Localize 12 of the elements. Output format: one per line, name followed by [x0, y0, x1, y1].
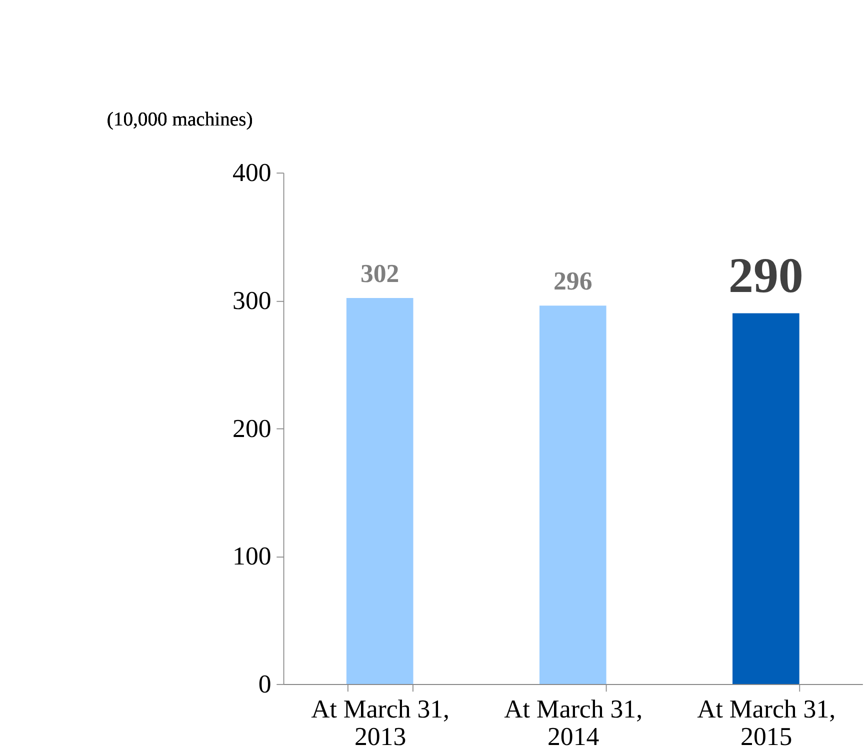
data-label: 290	[728, 248, 804, 303]
x-tick-label: At March 31, 2015	[697, 694, 836, 752]
y-tick-label: 100	[232, 542, 272, 571]
x-tick-label: At March 31, 2014	[504, 694, 643, 752]
y-tick-label: 300	[232, 286, 272, 315]
x-tick-label: At March 31, 2013	[311, 694, 450, 752]
data-label: 296	[554, 266, 592, 296]
y-tick-label: 0	[258, 670, 272, 699]
y-tick-label: 400	[232, 158, 272, 188]
y-axis-title: (10,000 machines)	[106, 109, 253, 130]
data-label: 302	[360, 258, 400, 288]
y-tick-label: 200	[232, 414, 272, 443]
